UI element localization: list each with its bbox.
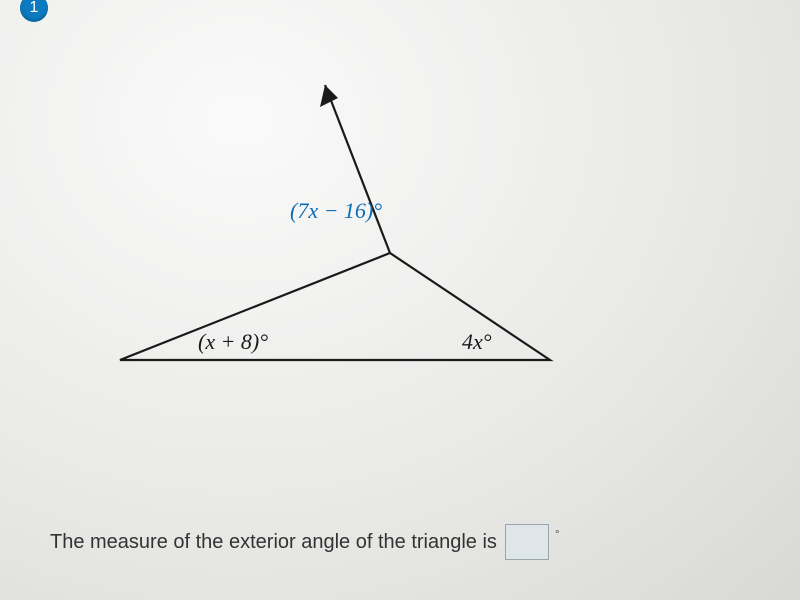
question-text: The measure of the exterior angle of the…	[50, 531, 497, 554]
triangle-diagram: (7x − 16)° (x + 8)° 4x°	[60, 40, 620, 420]
left-angle-text: (x + 8)°	[198, 329, 268, 354]
question-row: The measure of the exterior angle of the…	[50, 524, 558, 560]
answer-input[interactable]	[505, 524, 549, 560]
step-number: 1	[30, 0, 39, 17]
triangle-svg	[60, 40, 620, 420]
degree-symbol: °	[555, 527, 560, 541]
right-interior-angle-label: 4x°	[462, 329, 492, 355]
left-interior-angle-label: (x + 8)°	[198, 329, 268, 355]
exterior-ray	[325, 85, 390, 253]
exterior-angle-text: (7x − 16)°	[290, 198, 382, 223]
step-badge: 1	[20, 0, 48, 22]
arrowhead-icon	[320, 85, 338, 107]
exterior-angle-label: (7x − 16)°	[290, 198, 382, 224]
right-angle-text: 4x°	[462, 329, 492, 354]
